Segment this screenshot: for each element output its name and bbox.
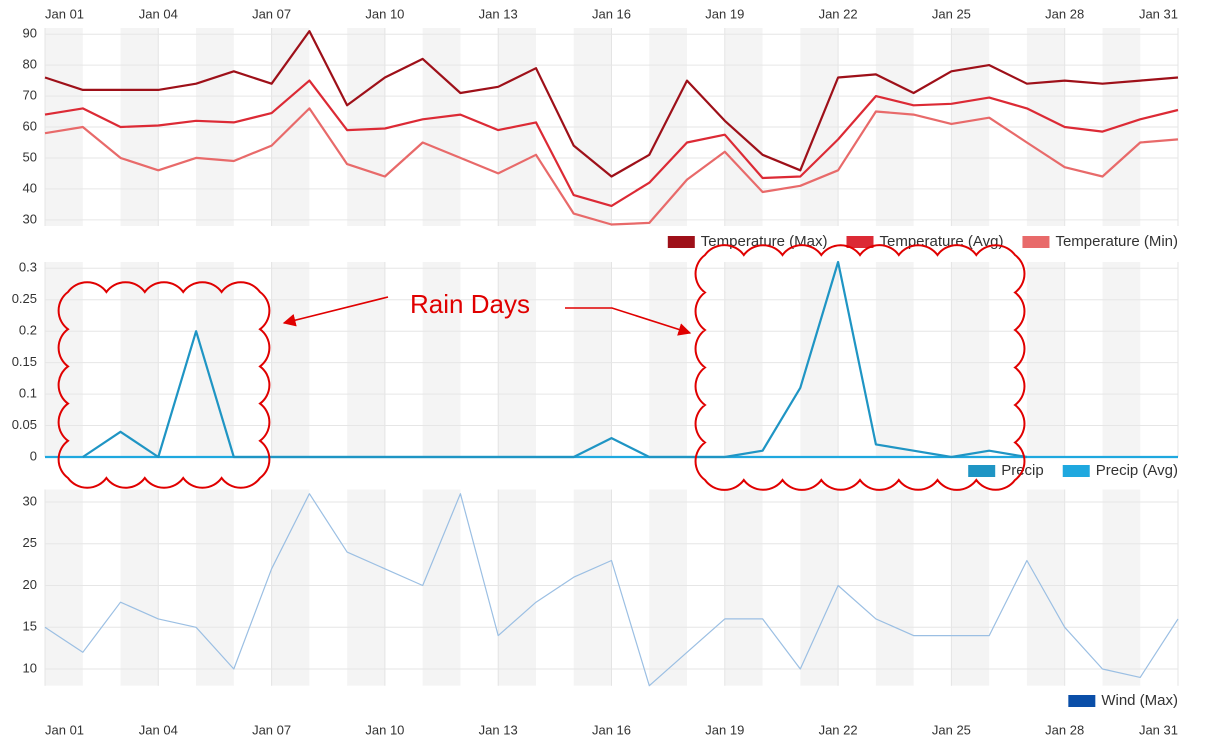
x-tick-label: Jan 07 [252, 722, 291, 737]
y-tick-label: 0.1 [19, 386, 37, 401]
y-tick-label: 0.3 [19, 260, 37, 275]
y-tick-label: 0.15 [12, 354, 37, 369]
x-tick-label: Jan 01 [45, 722, 84, 737]
x-tick-label: Jan 13 [479, 722, 518, 737]
y-tick-label: 90 [23, 26, 37, 41]
y-tick-label: 25 [23, 535, 37, 550]
x-tick-label: Jan 19 [705, 722, 744, 737]
day-stripe [649, 490, 687, 686]
x-tick-label: Jan 07 [252, 6, 291, 21]
x-tick-label: Jan 31 [1139, 722, 1178, 737]
day-stripe [649, 262, 687, 457]
x-tick-label: Jan 25 [932, 722, 971, 737]
day-stripe [725, 490, 763, 686]
legend-label: Temperature (Min) [1055, 233, 1178, 250]
legend-label: Precip (Avg) [1096, 462, 1178, 479]
legend-swatch [1022, 236, 1049, 248]
legend-swatch [668, 236, 695, 248]
day-stripe [951, 490, 989, 686]
legend-label: Wind (Max) [1101, 692, 1178, 709]
day-stripe [347, 262, 385, 457]
y-tick-label: 30 [23, 493, 37, 508]
y-tick-label: 10 [23, 660, 37, 675]
legend-label: Temperature (Max) [701, 233, 828, 250]
legend-swatch [968, 465, 995, 477]
day-stripe [876, 490, 914, 686]
x-tick-label: Jan 22 [819, 722, 858, 737]
day-stripe [876, 262, 914, 457]
day-stripe [498, 490, 536, 686]
annotation-text: Rain Days [410, 289, 530, 319]
y-tick-label: 40 [23, 180, 37, 195]
y-tick-label: 0.25 [12, 291, 37, 306]
x-tick-label: Jan 04 [139, 722, 178, 737]
y-tick-label: 70 [23, 88, 37, 103]
page: 30 40 50 60 70 80 90 Temperature (Min) Temperatu… [0, 0, 1208, 740]
day-stripe [196, 262, 234, 457]
day-stripe [800, 262, 838, 457]
day-stripe [272, 490, 310, 686]
y-tick-label: 0.05 [12, 417, 37, 432]
x-tick-label: Jan 28 [1045, 6, 1084, 21]
x-tick-label: Jan 31 [1139, 6, 1178, 21]
day-stripe [1102, 262, 1140, 457]
day-stripe [121, 262, 159, 457]
x-tick-label: Jan 19 [705, 6, 744, 21]
day-stripe [423, 490, 461, 686]
legend-swatch [1068, 695, 1095, 707]
day-stripe [725, 262, 763, 457]
legend-swatch [1063, 465, 1090, 477]
x-tick-label: Jan 22 [819, 6, 858, 21]
y-tick-label: 50 [23, 149, 37, 164]
day-stripe [574, 490, 612, 686]
x-tick-label: Jan 16 [592, 6, 631, 21]
y-tick-label: 60 [23, 118, 37, 133]
y-tick-label: 0 [30, 448, 37, 463]
day-stripe [1027, 490, 1065, 686]
x-tick-label: Jan 01 [45, 6, 84, 21]
day-stripe [45, 262, 83, 457]
chart: 30 40 50 60 70 80 90 Temperature (Min) Temperatu… [0, 0, 1208, 740]
y-tick-label: 30 [23, 211, 37, 226]
y-tick-label: 20 [23, 577, 37, 592]
day-stripe [347, 490, 385, 686]
x-tick-label: Jan 10 [365, 722, 404, 737]
x-tick-label: Jan 13 [479, 6, 518, 21]
x-tick-label: Jan 04 [139, 6, 178, 21]
y-tick-label: 15 [23, 619, 37, 634]
x-tick-label: Jan 10 [365, 6, 404, 21]
x-tick-label: Jan 16 [592, 722, 631, 737]
day-stripe [951, 262, 989, 457]
day-stripe [1027, 262, 1065, 457]
y-tick-label: 80 [23, 57, 37, 72]
day-stripe [45, 490, 83, 686]
day-stripe [272, 262, 310, 457]
day-stripe [196, 490, 234, 686]
y-tick-label: 0.2 [19, 323, 37, 338]
x-tick-label: Jan 28 [1045, 722, 1084, 737]
day-stripe [121, 490, 159, 686]
day-stripe [1102, 490, 1140, 686]
day-stripe [574, 262, 612, 457]
x-tick-label: Jan 25 [932, 6, 971, 21]
